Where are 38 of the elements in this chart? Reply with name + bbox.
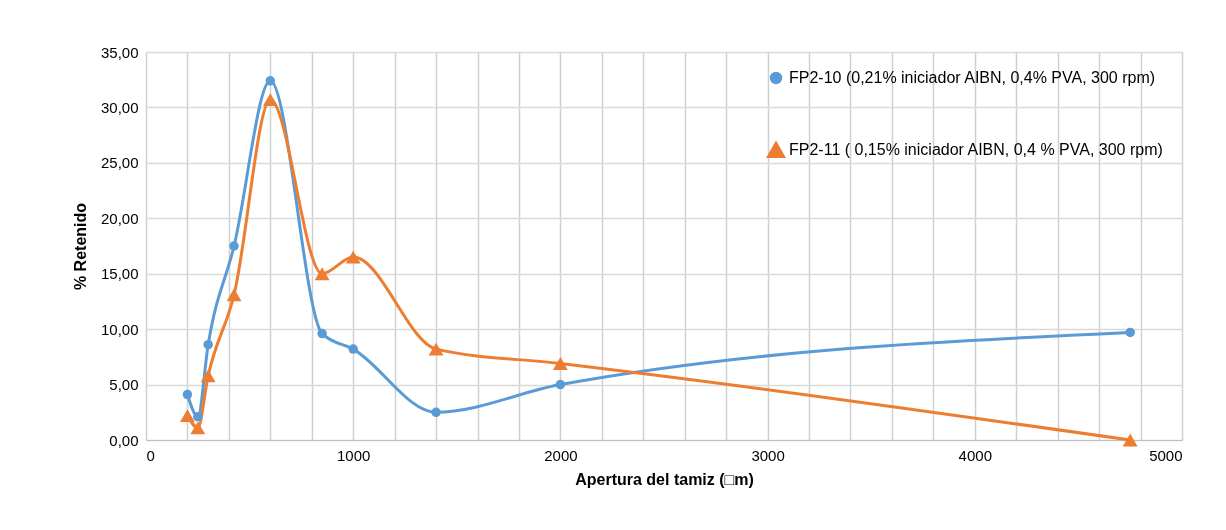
y-tick-label: 25,00 [100, 154, 139, 172]
x-tick-label: 4000 [958, 446, 992, 464]
point [180, 409, 195, 423]
legend-label: FP2-10 (0,21% iniciador AIBN, 0,4% PVA, 300 rpm) [789, 69, 1156, 86]
y-tick-label: 5,00 [109, 376, 139, 394]
point [265, 76, 276, 86]
point [314, 267, 330, 281]
point [431, 407, 441, 418]
legend-label: FP2-11 ( 0,15% iniciador AIBN, 0,4 % PVA, 300 rpm) [789, 141, 1163, 158]
point [552, 357, 568, 370]
point [1125, 327, 1135, 338]
point [203, 339, 213, 350]
point [200, 369, 216, 383]
point [345, 250, 361, 264]
y-tick-label: 35,00 [100, 43, 139, 61]
x-tick-label: 3000 [751, 446, 785, 464]
x-tick-label: 2000 [544, 446, 578, 464]
x-tick-label: 5000 [1149, 446, 1183, 464]
x-tick-label: 1000 [337, 446, 371, 464]
point [190, 421, 206, 435]
y-axis-title: % Retenido [71, 202, 89, 291]
y-tick-label: 20,00 [100, 209, 139, 227]
point [428, 342, 444, 356]
x-axis-title: Apertura del tamiz (□m) [575, 470, 754, 488]
point [1122, 433, 1138, 447]
point [348, 344, 358, 354]
point [226, 288, 242, 302]
y-tick-label: 30,00 [100, 98, 139, 116]
point [317, 328, 327, 339]
point [229, 241, 239, 251]
y-tick-label: 0,00 [109, 431, 139, 449]
point [193, 411, 203, 422]
x-tick-label: 0 [146, 446, 155, 464]
y-tick-label: 15,00 [100, 265, 139, 283]
point [555, 379, 566, 390]
point [262, 93, 278, 107]
y-tick-label: 10,00 [100, 320, 139, 338]
point [182, 389, 193, 400]
